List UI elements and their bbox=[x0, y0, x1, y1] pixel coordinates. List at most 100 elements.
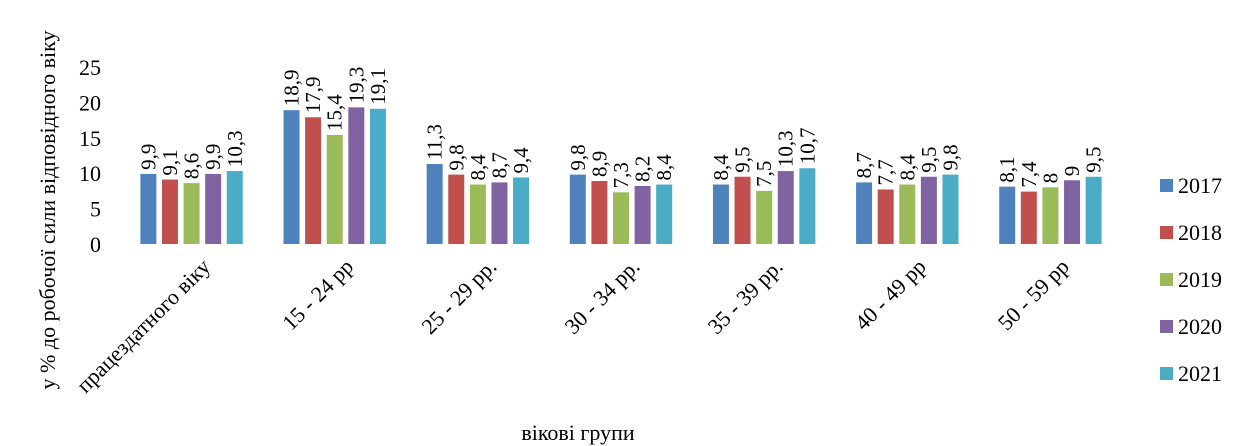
data-label: 9,5 bbox=[917, 146, 941, 172]
bar-2019-1 bbox=[183, 183, 200, 244]
y-tick-label: 20 bbox=[79, 90, 101, 115]
y-axis-ticks: 0 5 10 15 20 25 bbox=[79, 55, 101, 257]
data-label: 10,3 bbox=[223, 130, 247, 167]
bar-2018-1 bbox=[161, 179, 178, 244]
category-label: 15 - 24 рр bbox=[277, 254, 358, 335]
y-axis-title: у % до робочої сили відповідного віку bbox=[35, 31, 60, 390]
data-label: 7,3 bbox=[609, 162, 633, 188]
data-label: 9,9 bbox=[201, 144, 225, 170]
data-label: 8,2 bbox=[631, 156, 655, 182]
bar-2018-4 bbox=[591, 180, 608, 244]
data-label: 10,3 bbox=[774, 130, 798, 167]
data-label: 9,1 bbox=[158, 149, 182, 175]
bar-2020-5 bbox=[777, 171, 794, 244]
y-tick-label: 10 bbox=[79, 161, 101, 186]
bar-2019-5 bbox=[756, 190, 773, 244]
legend-swatch-2018 bbox=[1160, 226, 1173, 239]
bar-2019-7 bbox=[1042, 187, 1059, 244]
bar-2020-6 bbox=[920, 176, 937, 244]
bar-2021-1 bbox=[226, 171, 243, 244]
data-label: 9 bbox=[1060, 166, 1084, 177]
legend-swatch-2019 bbox=[1160, 273, 1173, 286]
bar-2017-6 bbox=[856, 182, 873, 244]
bar-2017-5 bbox=[712, 184, 729, 244]
data-label: 7,4 bbox=[1017, 161, 1041, 188]
data-label: 7,7 bbox=[874, 159, 898, 185]
legend: 2017 2018 2019 2020 2021 bbox=[1160, 173, 1222, 386]
data-label: 8,9 bbox=[587, 151, 611, 177]
data-label: 19,3 bbox=[344, 67, 368, 104]
legend-label-2021: 2021 bbox=[1178, 361, 1222, 386]
data-label: 19,1 bbox=[366, 68, 390, 105]
bar-2021-3 bbox=[513, 177, 530, 244]
category-label: працездатного віку bbox=[71, 254, 215, 398]
bar-2018-7 bbox=[1020, 191, 1037, 244]
bar-2019-6 bbox=[899, 184, 916, 244]
data-label: 8,4 bbox=[709, 154, 733, 181]
x-axis-title: вікові групи bbox=[521, 420, 635, 445]
category-label: 40 - 49 рр bbox=[850, 254, 931, 335]
bar-2020-7 bbox=[1064, 180, 1081, 244]
data-label: 18,9 bbox=[280, 69, 304, 106]
bar-2017-4 bbox=[569, 174, 586, 244]
data-label: 8,4 bbox=[466, 154, 490, 181]
data-label: 8,4 bbox=[895, 154, 919, 181]
legend-label-2020: 2020 bbox=[1178, 314, 1222, 339]
bar-2019-3 bbox=[469, 184, 486, 244]
bar-2020-3 bbox=[491, 182, 508, 244]
bar-2018-5 bbox=[734, 176, 751, 244]
bars bbox=[140, 107, 1102, 244]
y-tick-label: 15 bbox=[79, 126, 101, 151]
legend-label-2018: 2018 bbox=[1178, 220, 1222, 245]
data-label: 17,9 bbox=[301, 77, 325, 114]
y-tick-label: 5 bbox=[90, 197, 101, 222]
data-label: 8 bbox=[1038, 173, 1062, 184]
bar-2017-3 bbox=[426, 163, 443, 244]
x-axis-tick-labels: працездатного віку 15 - 24 рр 25 - 29 рр. 3… bbox=[71, 254, 1074, 398]
data-label: 7,5 bbox=[752, 161, 776, 187]
legend-label-2019: 2019 bbox=[1178, 267, 1222, 292]
bar-2021-6 bbox=[942, 174, 959, 244]
data-label: 9,8 bbox=[444, 144, 468, 170]
legend-swatch-2021 bbox=[1160, 367, 1173, 380]
legend-swatch-2020 bbox=[1160, 320, 1173, 333]
data-label: 11,3 bbox=[423, 124, 447, 160]
data-label: 8,6 bbox=[180, 153, 204, 179]
bar-2020-4 bbox=[634, 185, 651, 244]
legend-label-2017: 2017 bbox=[1178, 173, 1222, 198]
bar-2020-1 bbox=[205, 173, 222, 244]
bar-2018-2 bbox=[305, 117, 322, 244]
data-label: 9,4 bbox=[509, 147, 533, 174]
data-label: 8,4 bbox=[652, 154, 676, 181]
data-label: 9,5 bbox=[731, 146, 755, 172]
data-label: 9,8 bbox=[938, 144, 962, 170]
bar-2021-2 bbox=[369, 108, 386, 244]
data-label: 8,7 bbox=[487, 152, 511, 178]
category-label: 30 - 34 рр. bbox=[559, 254, 644, 339]
data-labels: 9,99,18,69,910,318,917,915,419,319,111,3… bbox=[136, 67, 1105, 189]
bar-2021-5 bbox=[799, 168, 816, 244]
bar-2019-4 bbox=[613, 192, 629, 244]
data-label: 9,9 bbox=[136, 144, 160, 170]
category-label: 50 - 59 рр bbox=[993, 254, 1074, 335]
data-label: 9,5 bbox=[1082, 146, 1106, 172]
data-label: 10,7 bbox=[795, 127, 819, 164]
y-tick-label: 25 bbox=[79, 55, 101, 80]
data-label: 8,1 bbox=[995, 156, 1019, 182]
category-label: 25 - 29 рр. bbox=[416, 254, 501, 339]
bar-2017-7 bbox=[999, 186, 1016, 244]
bar-2018-3 bbox=[448, 174, 465, 244]
data-label: 8,7 bbox=[852, 152, 876, 178]
bar-2018-6 bbox=[877, 189, 894, 244]
y-tick-label: 0 bbox=[90, 232, 101, 257]
bar-2020-2 bbox=[348, 107, 365, 244]
category-label: 35 - 39 рр. bbox=[703, 254, 788, 339]
legend-swatch-2017 bbox=[1160, 179, 1173, 192]
bar-2021-4 bbox=[656, 184, 673, 244]
bar-2021-7 bbox=[1085, 176, 1102, 244]
bar-2017-2 bbox=[283, 110, 300, 244]
data-label: 9,8 bbox=[566, 144, 590, 170]
bar-2017-1 bbox=[140, 173, 157, 244]
bar-2019-2 bbox=[326, 134, 343, 244]
